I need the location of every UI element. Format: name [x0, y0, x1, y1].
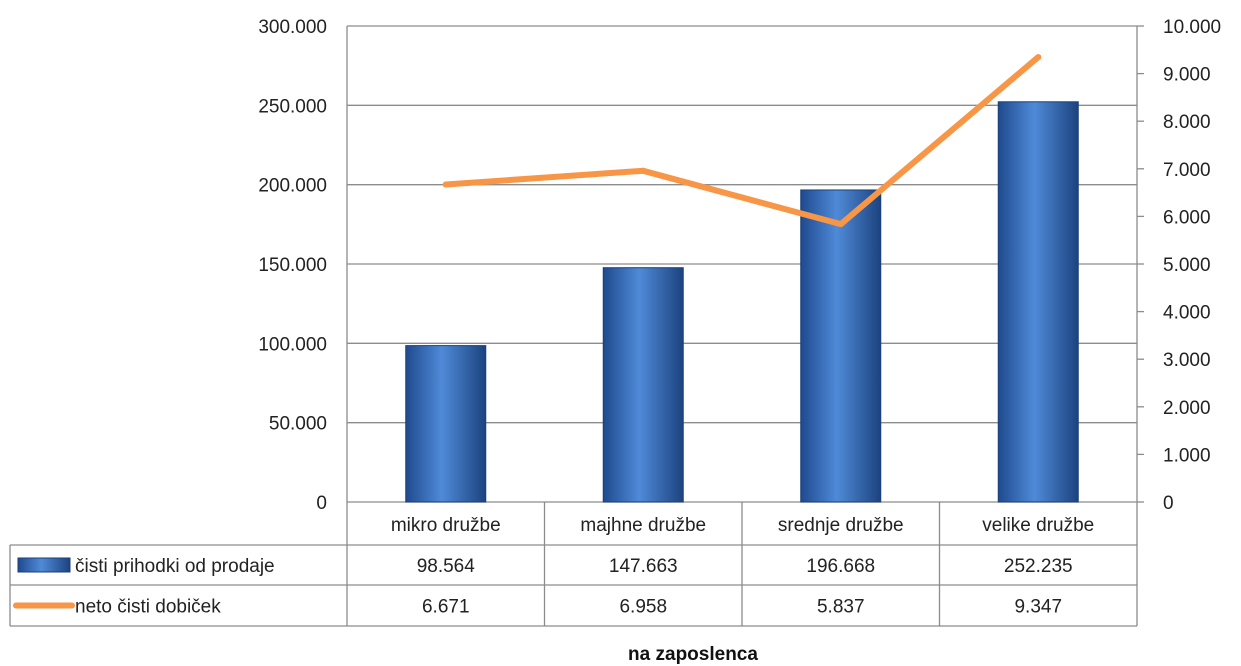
- data-label: 252.235: [1004, 556, 1073, 577]
- x-category-label: mikro družbe: [391, 515, 501, 536]
- data-label: 147.663: [609, 556, 678, 577]
- x-category-label: majhne družbe: [580, 515, 706, 536]
- bar-series: [405, 101, 1079, 503]
- y-right-tick-label: 4.000: [1163, 303, 1211, 324]
- y-right-tick-label: 8.000: [1163, 112, 1211, 133]
- data-label: 5.837: [817, 597, 865, 618]
- bar: [602, 267, 684, 503]
- y-left-tick-label: 50.000: [269, 414, 327, 435]
- bar: [997, 101, 1079, 503]
- bar: [405, 345, 487, 503]
- y-right-tick-label: 0: [1163, 493, 1174, 514]
- y-left-tick-label: 200.000: [258, 176, 327, 197]
- data-label: 6.958: [619, 597, 667, 618]
- y-left-tick-label: 0: [316, 493, 327, 514]
- data-label: 9.347: [1014, 597, 1062, 618]
- y-right-tick-label: 7.000: [1163, 160, 1211, 181]
- x-category-label: velike družbe: [982, 515, 1094, 536]
- y-right-tick-label: 3.000: [1163, 350, 1211, 371]
- data-label: 196.668: [806, 556, 875, 577]
- data-label: 6.671: [422, 597, 470, 618]
- line-series-path: [442, 54, 1042, 228]
- bar: [800, 189, 882, 503]
- y-left-tick-label: 100.000: [258, 334, 327, 355]
- y-right-tick-label: 5.000: [1163, 255, 1211, 276]
- line-point: [640, 167, 647, 174]
- y-right-tick-label: 2.000: [1163, 398, 1211, 419]
- legend-key-bar: [17, 557, 71, 573]
- legend-series-name: neto čisti dobiček: [75, 597, 221, 618]
- data-label: 98.564: [417, 556, 476, 577]
- line-point: [442, 181, 449, 188]
- y-left-tick-label: 300.000: [258, 17, 327, 38]
- line-point: [837, 221, 844, 228]
- y-left-tick-label: 150.000: [258, 255, 327, 276]
- y-right-tick-label: 6.000: [1163, 207, 1211, 228]
- y-left-tick-label: 250.000: [258, 96, 327, 117]
- y-right-tick-label: 9.000: [1163, 65, 1211, 86]
- x-axis-title: na zaposlenca: [628, 644, 758, 665]
- legend-series-name: čisti prihodki od prodaje: [75, 556, 275, 577]
- x-category-label: srednje družbe: [778, 515, 904, 536]
- y-right-tick-label: 1.000: [1163, 445, 1211, 466]
- data-table: mikro družbe majhne družbe srednje družbe v…: [9, 502, 1137, 627]
- y-right-tick-label: 10.000: [1163, 17, 1221, 38]
- line-series: [442, 54, 1042, 228]
- line-point: [1035, 54, 1042, 61]
